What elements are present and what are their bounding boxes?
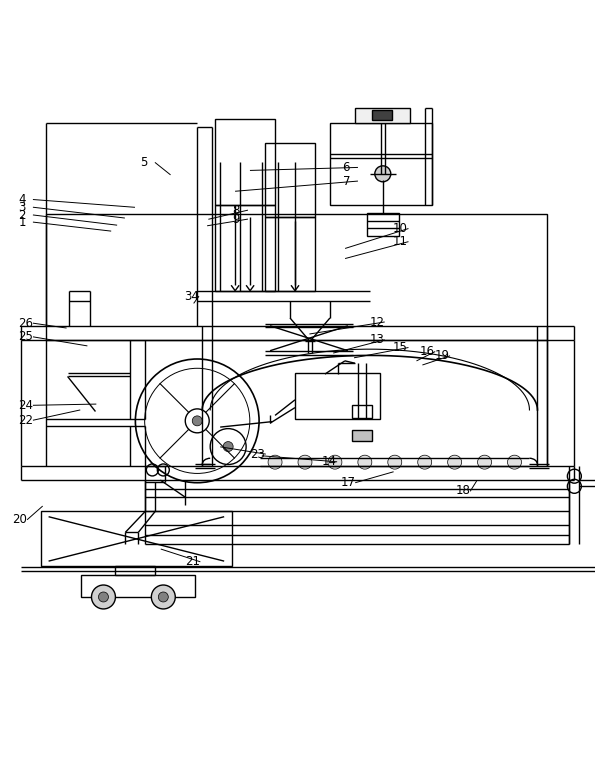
Text: 5: 5 [141,156,148,169]
Text: 19: 19 [434,349,450,362]
Bar [295,372,380,420]
Bar [45,214,547,340]
Text: 34: 34 [184,290,198,303]
Bar [215,119,275,205]
Text: 20: 20 [13,513,27,526]
Text: 24: 24 [18,399,33,412]
Bar [372,110,392,120]
Circle shape [223,442,233,452]
Circle shape [508,456,522,469]
Bar [330,123,432,205]
Circle shape [193,416,202,426]
Circle shape [328,456,342,469]
Text: 13: 13 [370,333,384,346]
Circle shape [98,592,108,602]
Bar [41,511,232,566]
Circle shape [151,585,175,609]
Bar [215,205,275,291]
Text: 7: 7 [343,175,350,188]
Text: 17: 17 [341,476,356,489]
Text: 10: 10 [393,222,408,235]
Text: 25: 25 [18,330,33,343]
Text: 8: 8 [232,204,240,217]
Text: 21: 21 [185,555,200,568]
Bar [367,213,399,237]
Bar [352,405,372,417]
Text: 1: 1 [18,216,26,229]
Circle shape [418,456,432,469]
Text: 4: 4 [18,193,26,206]
Bar [265,143,315,217]
Circle shape [358,456,372,469]
Circle shape [477,456,492,469]
Text: 18: 18 [455,485,470,497]
Text: 15: 15 [393,341,408,354]
Text: 26: 26 [18,317,33,330]
Circle shape [388,456,402,469]
Text: 22: 22 [18,414,33,427]
Bar [352,430,372,441]
Circle shape [448,456,462,469]
Bar [80,575,195,597]
Circle shape [268,456,282,469]
Text: 2: 2 [18,208,26,221]
Text: 23: 23 [250,448,265,461]
Circle shape [91,585,116,609]
Text: 16: 16 [420,346,435,359]
Text: 12: 12 [370,316,384,329]
Text: 9: 9 [232,213,240,226]
Text: 6: 6 [343,161,350,174]
Circle shape [375,166,391,182]
Text: 14: 14 [322,456,337,468]
Circle shape [298,456,312,469]
Text: 3: 3 [18,201,26,214]
Text: 11: 11 [393,235,408,248]
Circle shape [159,592,168,602]
Bar [355,108,409,123]
Bar [265,217,315,291]
